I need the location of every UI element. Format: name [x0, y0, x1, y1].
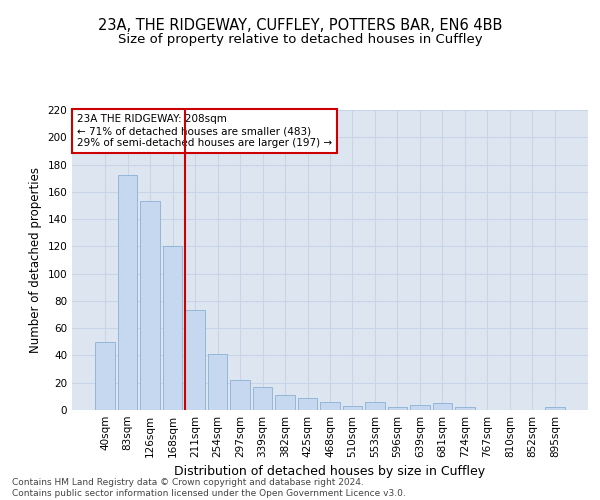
Bar — [320, 402, 340, 410]
Bar — [95, 342, 115, 410]
Bar — [163, 246, 182, 410]
Bar — [275, 395, 295, 410]
Bar — [208, 354, 227, 410]
Bar — [230, 380, 250, 410]
Bar — [140, 202, 160, 410]
X-axis label: Distribution of detached houses by size in Cuffley: Distribution of detached houses by size … — [175, 466, 485, 478]
Bar — [298, 398, 317, 410]
Y-axis label: Number of detached properties: Number of detached properties — [29, 167, 42, 353]
Text: Size of property relative to detached houses in Cuffley: Size of property relative to detached ho… — [118, 32, 482, 46]
Text: 23A, THE RIDGEWAY, CUFFLEY, POTTERS BAR, EN6 4BB: 23A, THE RIDGEWAY, CUFFLEY, POTTERS BAR,… — [98, 18, 502, 32]
Bar — [410, 404, 430, 410]
Text: Contains HM Land Registry data © Crown copyright and database right 2024.
Contai: Contains HM Land Registry data © Crown c… — [12, 478, 406, 498]
Bar — [455, 408, 475, 410]
Bar — [185, 310, 205, 410]
Bar — [388, 408, 407, 410]
Bar — [433, 403, 452, 410]
Bar — [365, 402, 385, 410]
Text: 23A THE RIDGEWAY: 208sqm
← 71% of detached houses are smaller (483)
29% of semi-: 23A THE RIDGEWAY: 208sqm ← 71% of detach… — [77, 114, 332, 148]
Bar — [545, 408, 565, 410]
Bar — [253, 387, 272, 410]
Bar — [118, 176, 137, 410]
Bar — [343, 406, 362, 410]
